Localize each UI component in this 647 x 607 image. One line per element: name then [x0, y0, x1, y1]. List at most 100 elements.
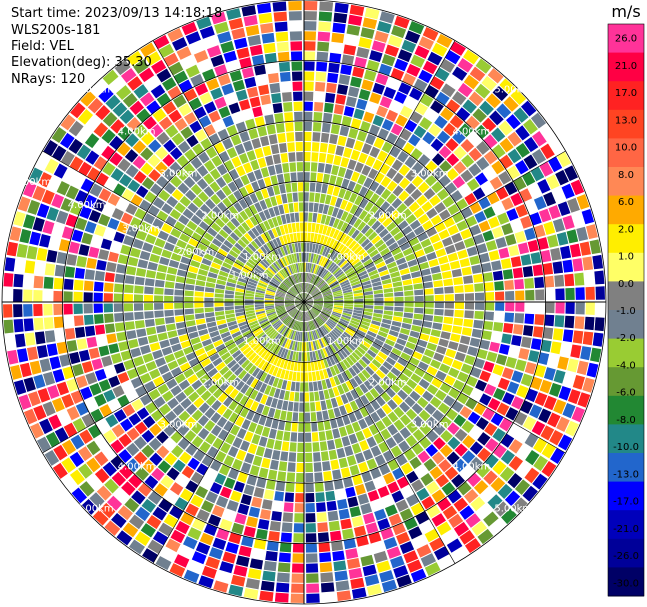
range-gate	[571, 406, 586, 423]
range-gate	[343, 264, 352, 273]
range-gate	[323, 306, 333, 310]
range-gate	[339, 320, 348, 327]
range-gate	[304, 242, 307, 252]
range-gate	[483, 320, 494, 331]
range-gate	[335, 94, 347, 105]
range-gate	[300, 232, 304, 242]
range-gate	[224, 306, 234, 311]
range-gate	[134, 208, 147, 220]
range-gate	[285, 295, 295, 299]
range-gate	[234, 302, 244, 306]
range-gate	[122, 92, 138, 108]
range-gate	[279, 285, 288, 292]
range-gate	[336, 447, 346, 459]
range-gate	[330, 196, 338, 207]
range-gate	[152, 531, 169, 546]
range-gate	[200, 137, 213, 151]
range-gate	[157, 230, 169, 241]
range-gate	[285, 296, 295, 300]
range-gate	[348, 433, 358, 445]
range-gate	[313, 330, 319, 340]
range-gate	[414, 249, 425, 258]
range-gate	[294, 341, 298, 351]
range-gate	[425, 444, 439, 457]
range-gate	[271, 92, 282, 104]
range-gate	[373, 208, 384, 220]
range-gate	[235, 259, 245, 267]
range-gate	[286, 192, 293, 203]
range-gate	[346, 252, 356, 262]
range-gate	[586, 362, 599, 378]
range-gate	[444, 286, 454, 294]
range-gate	[278, 311, 287, 317]
range-gate	[277, 288, 286, 294]
range-gate	[237, 369, 247, 380]
range-gate	[133, 356, 145, 367]
range-gate	[210, 412, 222, 424]
range-gate	[214, 21, 229, 34]
range-gate	[267, 218, 275, 229]
range-gate	[289, 31, 302, 41]
range-gate	[230, 424, 241, 436]
range-gate	[352, 286, 362, 292]
range-gate	[452, 66, 468, 81]
range-gate	[290, 361, 295, 371]
range-gate	[401, 225, 413, 236]
range-gate	[508, 244, 520, 257]
range-gate	[266, 311, 276, 317]
range-gate	[414, 45, 430, 59]
range-gate	[153, 34, 170, 50]
range-gate	[113, 231, 125, 243]
range-gate	[272, 319, 281, 327]
range-gate	[304, 352, 308, 362]
range-gate	[167, 266, 178, 275]
range-gate	[295, 483, 304, 493]
range-gate	[392, 172, 404, 184]
range-gate	[453, 317, 464, 326]
range-gate	[377, 351, 388, 360]
range-gate	[310, 172, 317, 182]
range-gate	[241, 419, 251, 430]
range-gate	[227, 193, 238, 205]
range-gate	[218, 151, 230, 163]
range-gate	[424, 288, 434, 295]
range-gate	[334, 2, 349, 14]
range-gate	[313, 233, 318, 243]
range-gate	[521, 171, 536, 186]
range-gate	[235, 380, 245, 391]
range-gate	[222, 408, 233, 420]
range-gate	[276, 291, 286, 296]
range-gate	[103, 282, 114, 292]
range-gate	[385, 109, 399, 122]
range-gate	[260, 233, 269, 243]
range-gate	[86, 167, 101, 182]
range-gate	[244, 386, 254, 398]
range-gate	[227, 320, 237, 327]
range-gate	[353, 525, 367, 537]
range-gate	[203, 186, 215, 198]
range-gate	[486, 351, 498, 363]
range-gate	[83, 314, 94, 326]
range-gate	[146, 100, 161, 115]
range-gate	[51, 397, 65, 413]
range-gate	[266, 310, 276, 315]
range-gate	[359, 439, 370, 451]
range-gate	[260, 246, 269, 256]
range-gate	[500, 258, 512, 269]
range-gate	[168, 61, 184, 76]
range-gate	[378, 463, 391, 476]
range-gate	[204, 343, 215, 352]
range-gate	[363, 308, 374, 313]
range-gate	[329, 317, 339, 324]
range-gate	[276, 367, 283, 378]
range-gate	[246, 516, 258, 528]
range-gate	[520, 254, 532, 266]
range-gate	[89, 382, 102, 396]
range-gate	[245, 287, 256, 292]
range-gate	[311, 142, 320, 152]
range-gate	[248, 364, 257, 375]
range-gate	[141, 498, 157, 513]
range-gate	[301, 322, 303, 332]
colorbar-segment	[608, 310, 644, 340]
range-gate	[562, 215, 575, 230]
